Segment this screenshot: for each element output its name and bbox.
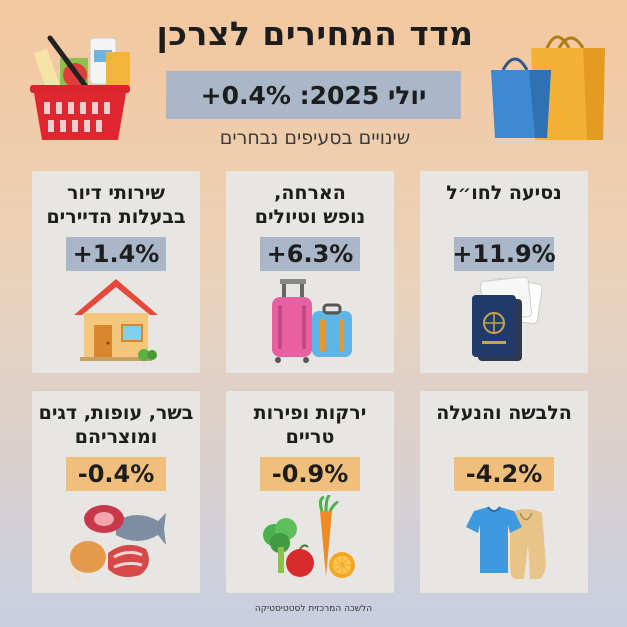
change-badge: +11.9% (452, 237, 556, 271)
change-badge: +1.4% (66, 237, 166, 271)
meat-fish-icon (70, 505, 166, 583)
card-travel-abroad: נסיעה לחו״ל +11.9% (420, 171, 588, 373)
house-icon (74, 279, 158, 361)
source-credit: הלשכה המרכזית לסטטיסטיקה (254, 604, 373, 614)
card-title: ירקות ופירות טריים (253, 402, 367, 448)
card-owner-housing: שירותי דיור בבעלות הדיירים +1.4% (32, 171, 200, 373)
passport-tickets-icon (472, 276, 543, 361)
headline-badge: יולי 2025: 0.4%+ (166, 71, 461, 119)
shopping-bags-icon (491, 35, 605, 140)
card-title: בשר, עופות, דגים ומוצריהם (38, 402, 194, 448)
change-badge: -0.4% (66, 457, 166, 491)
clothing-icon (466, 506, 546, 579)
card-clothing-footwear: הלבשה והנעלה -4.2% (420, 391, 588, 593)
card-fresh-produce: ירקות ופירות טריים -0.9% (226, 391, 394, 593)
card-title: נסיעה לחו״ל (446, 182, 562, 204)
change-badge: -0.9% (260, 457, 360, 491)
card-title: הלבשה והנעלה (436, 402, 572, 424)
card-meat-poultry-fish: בשר, עופות, דגים ומוצריהם -0.4% (32, 391, 200, 593)
shopping-basket-icon (30, 35, 130, 140)
page-subtitle: שינויים בסעיפים נבחרים (219, 127, 411, 149)
change-badge: -4.2% (454, 457, 554, 491)
produce-icon (263, 495, 355, 578)
change-badge: +6.3% (260, 237, 360, 271)
card-title: שירותי דיור בבעלות הדיירים (46, 182, 186, 228)
suitcases-icon (272, 279, 352, 363)
card-hospitality-vacation: הארחה, נופש וטיולים +6.3% (226, 171, 394, 373)
card-title: הארחה, נופש וטיולים (254, 182, 366, 228)
page-title: מדד המחירים לצרכן (156, 14, 474, 53)
